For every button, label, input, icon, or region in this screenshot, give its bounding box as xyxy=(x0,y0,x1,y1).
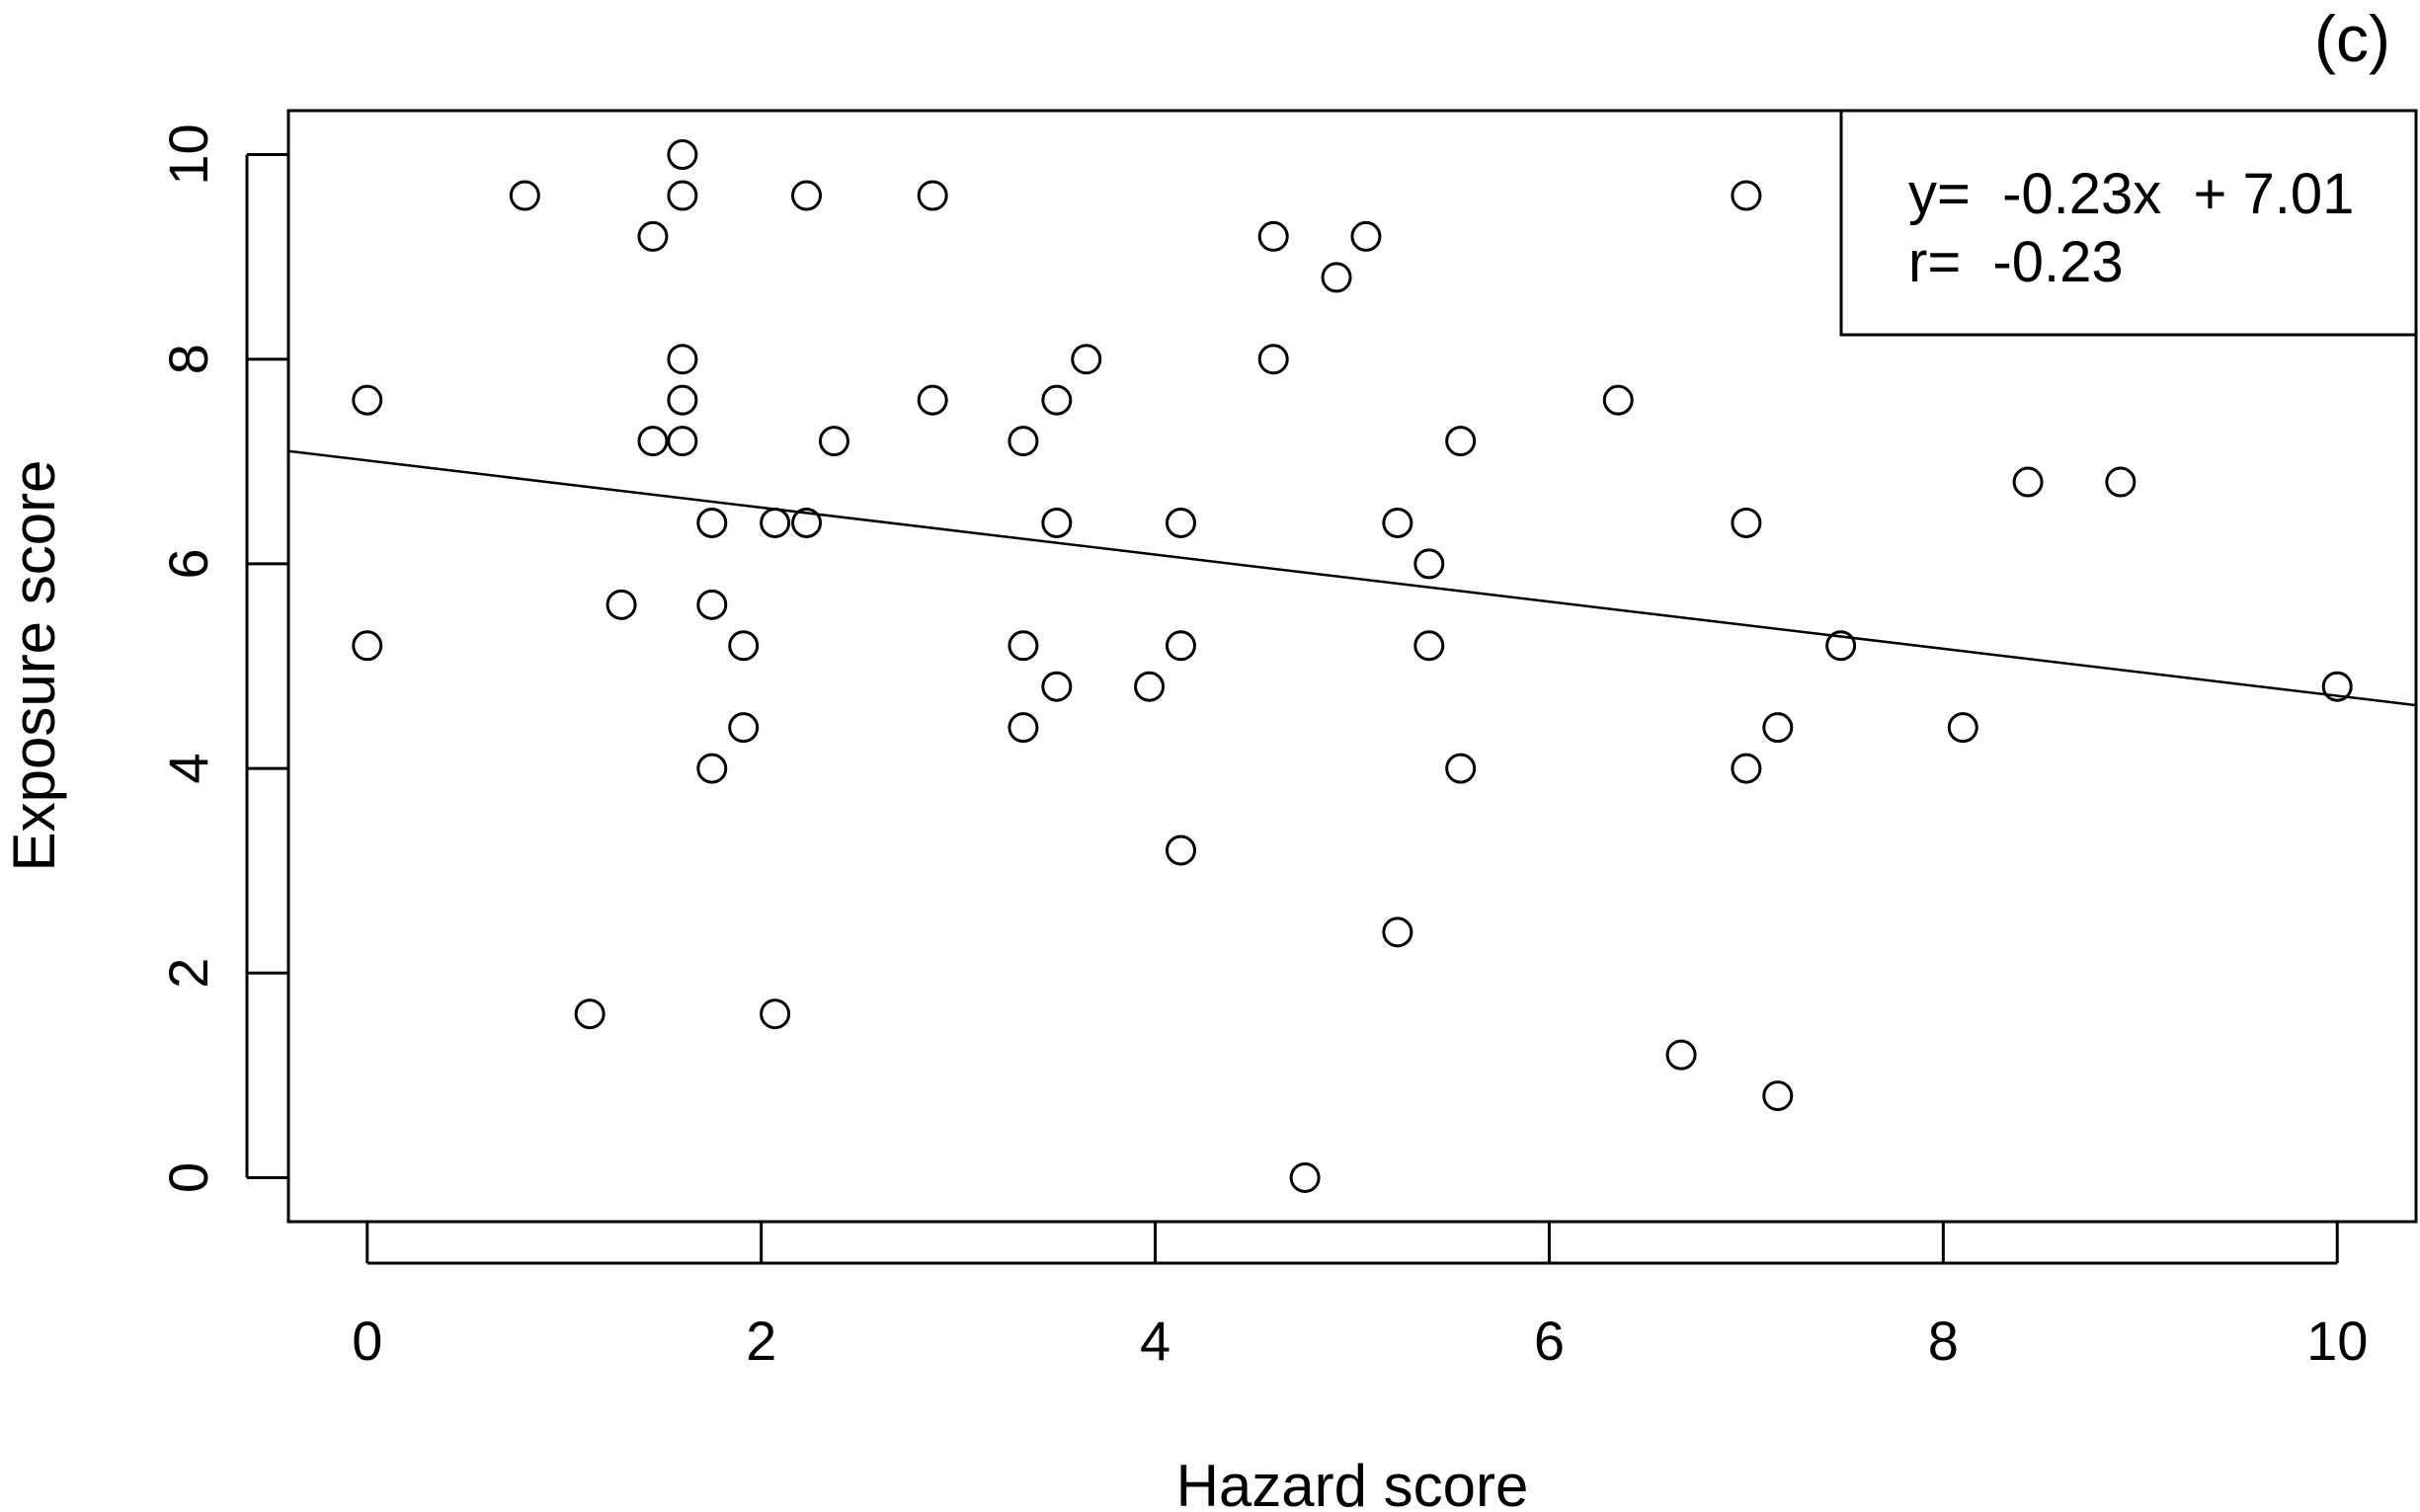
data-point xyxy=(1825,630,1857,662)
data-point xyxy=(352,384,383,416)
data-point xyxy=(917,180,948,211)
data-point xyxy=(760,507,791,538)
data-point xyxy=(1257,344,1289,375)
data-point xyxy=(791,180,823,211)
legend-box xyxy=(1839,109,2418,337)
data-point xyxy=(1165,630,1196,662)
data-point xyxy=(1382,916,1413,948)
data-point xyxy=(1134,671,1166,702)
data-point xyxy=(1041,384,1073,416)
data-point xyxy=(1257,220,1289,252)
regression-line xyxy=(287,449,2417,707)
data-point xyxy=(667,426,698,457)
data-point xyxy=(1165,507,1196,538)
x-axis-title: Hazard score xyxy=(1176,1453,1529,1512)
data-point xyxy=(1350,220,1382,252)
x-tick-label: 0 xyxy=(352,1310,382,1372)
x-tick-label: 4 xyxy=(1140,1310,1170,1372)
data-point xyxy=(1413,548,1445,580)
data-point xyxy=(1445,753,1477,784)
data-point xyxy=(1762,1080,1794,1112)
points-group xyxy=(352,139,2353,1193)
data-point xyxy=(637,220,669,252)
regression-line-group xyxy=(287,449,2417,707)
data-point xyxy=(1071,344,1102,375)
data-point xyxy=(1731,180,1762,211)
data-point xyxy=(696,753,728,784)
data-point xyxy=(1165,835,1196,866)
data-point xyxy=(352,630,383,662)
x-tick-label: 10 xyxy=(2306,1310,2368,1372)
data-point xyxy=(2012,466,2044,498)
data-point xyxy=(696,589,728,620)
x-tick-label: 6 xyxy=(1534,1310,1565,1372)
data-point xyxy=(2105,466,2137,498)
data-point xyxy=(1008,712,1039,744)
legend-equation: y= -0.23x + 7.01 xyxy=(1908,162,2354,226)
data-point xyxy=(1289,1161,1321,1193)
data-point xyxy=(667,384,698,416)
y-tick-label: 4 xyxy=(157,754,219,784)
data-point xyxy=(791,507,823,538)
data-point xyxy=(760,998,791,1030)
y-tick-label: 6 xyxy=(157,548,219,579)
data-point xyxy=(1413,630,1445,662)
y-axis-title: Exposure score xyxy=(1,460,67,872)
data-point xyxy=(818,426,849,457)
data-point xyxy=(667,139,698,171)
data-point xyxy=(667,344,698,375)
x-axis: 0 2 4 6 8 10 xyxy=(352,1222,2368,1372)
data-point xyxy=(574,998,605,1030)
data-point xyxy=(728,630,760,662)
data-point xyxy=(1602,384,1634,416)
data-point xyxy=(1762,712,1794,744)
legend-correlation: r= -0.23 xyxy=(1908,230,2124,294)
x-tick-label: 2 xyxy=(746,1310,776,1372)
data-point xyxy=(728,712,760,744)
x-tick-label: 8 xyxy=(1928,1310,1959,1372)
data-point xyxy=(509,180,540,211)
y-axis: 0 2 4 6 8 10 xyxy=(157,123,288,1193)
data-point xyxy=(917,384,948,416)
data-point xyxy=(1041,507,1073,538)
legend: y= -0.23x + 7.01 r= -0.23 xyxy=(1839,109,2418,337)
y-tick-label: 0 xyxy=(157,1162,219,1193)
data-point xyxy=(605,589,637,620)
data-point xyxy=(1947,712,1978,744)
data-point xyxy=(1382,507,1413,538)
data-point xyxy=(1665,1039,1697,1071)
data-point xyxy=(1008,630,1039,662)
plot-frame xyxy=(286,109,2418,1224)
data-point xyxy=(1731,507,1762,538)
data-point xyxy=(667,180,698,211)
y-tick-label: 8 xyxy=(157,344,219,374)
data-point xyxy=(696,507,728,538)
data-point xyxy=(1445,426,1477,457)
data-point xyxy=(1731,753,1762,784)
data-point xyxy=(1008,426,1039,457)
data-point xyxy=(2321,671,2353,702)
panel-label: (c) xyxy=(2314,2,2390,75)
y-tick-label: 2 xyxy=(157,958,219,989)
data-point xyxy=(1041,671,1073,702)
data-point xyxy=(637,426,669,457)
data-point xyxy=(1321,262,1352,293)
y-tick-label: 10 xyxy=(157,123,219,185)
